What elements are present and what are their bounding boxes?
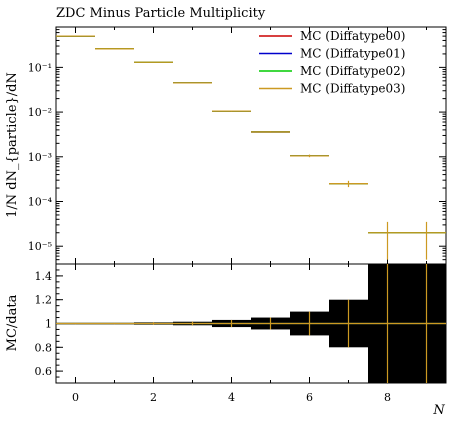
legend: MC (Diffatype00) MC (Diffatype01) MC (Diff… (259, 29, 405, 96)
ratio-y-tick-label: 0.8 (35, 341, 53, 354)
y-tick-label: 10⁻¹ (28, 61, 52, 74)
ratio-y-tick-label: 0.6 (35, 365, 53, 378)
ratio-y-tick-label: 1.4 (35, 270, 53, 283)
y-tick-label: 10⁻² (28, 106, 52, 119)
ratio-y-tick-label: 1.2 (35, 294, 53, 307)
legend-label: MC (Diffatype00) (300, 29, 405, 43)
legend-label: MC (Diffatype02) (300, 64, 405, 78)
x-tick-label: 8 (384, 391, 391, 404)
y-tick-label: 10⁻⁵ (28, 240, 52, 253)
main-plot-frame: 10⁻¹ 10⁻² 10⁻³ 10⁻⁴ 10⁻⁵ (28, 26, 447, 265)
y-tick-label: 10⁻⁴ (28, 196, 53, 209)
x-axis-label: N (432, 403, 445, 418)
y-tick-label: 10⁻³ (28, 151, 52, 164)
data-points (74, 35, 428, 383)
x-tick-label: 0 (72, 391, 79, 404)
x-tick-label: 2 (150, 391, 157, 404)
y-axis-label: 1/N dN_{particle}/dN (5, 72, 20, 218)
ratio-y-axis-label: MC/data (5, 294, 20, 351)
legend-label: MC (Diffatype03) (300, 82, 405, 96)
legend-label: MC (Diffatype01) (300, 47, 405, 61)
ratio-y-tick-label: 1 (45, 318, 52, 331)
x-tick-label: 6 (306, 391, 313, 404)
chart-title: ZDC Minus Particle Multiplicity (56, 6, 266, 21)
x-tick-label: 4 (228, 391, 235, 404)
